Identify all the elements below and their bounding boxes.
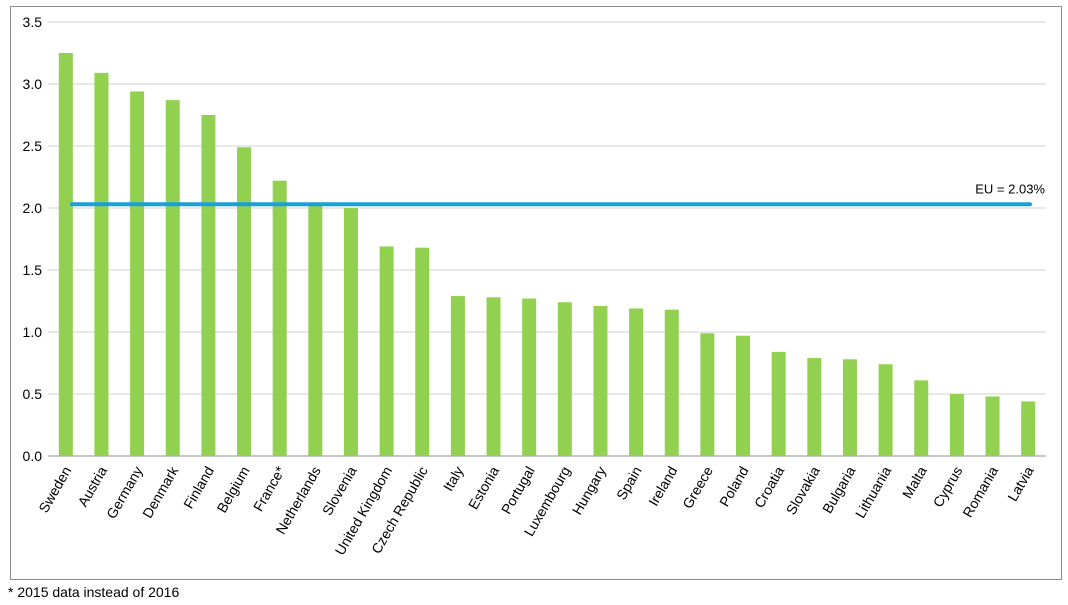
y-tick-label: 1.5 bbox=[23, 262, 43, 278]
bar bbox=[94, 72, 109, 456]
bar bbox=[450, 296, 465, 456]
x-tick-label: Bulgaria bbox=[819, 463, 859, 516]
x-tick-label: Denmark bbox=[139, 463, 182, 521]
bar bbox=[1021, 401, 1036, 456]
x-tick-label: Ireland bbox=[645, 464, 680, 509]
x-tick-label: Finland bbox=[180, 464, 217, 512]
x-tick-label: Portugal bbox=[498, 464, 538, 517]
x-tick-label: Cyprus bbox=[929, 464, 965, 510]
x-axis-labels: Sweden AustriaGermanyDenmarkFinlandBelgiu… bbox=[35, 463, 1037, 558]
bar bbox=[308, 204, 323, 456]
bar bbox=[629, 308, 644, 456]
x-tick-label: Slovakia bbox=[783, 463, 823, 517]
x-tick-label: Latvia bbox=[1004, 463, 1037, 504]
x-tick-label: Sweden bbox=[35, 464, 74, 516]
bar bbox=[415, 247, 430, 456]
y-tick-label: 3.5 bbox=[23, 14, 43, 30]
bar bbox=[237, 147, 252, 457]
bar bbox=[522, 298, 537, 456]
eu-average-line-group: EU = 2.03% bbox=[70, 181, 1045, 207]
x-tick-label: Hungary bbox=[569, 464, 609, 518]
y-tick-label: 1.0 bbox=[23, 324, 43, 340]
y-tick-label: 3.0 bbox=[23, 76, 43, 92]
x-tick-label: Italy bbox=[440, 464, 467, 494]
bar bbox=[130, 91, 145, 456]
x-tick-label: Croatia bbox=[751, 463, 788, 510]
bar bbox=[201, 115, 216, 456]
x-tick-label: Austria bbox=[74, 463, 110, 509]
bar bbox=[58, 53, 73, 456]
bar bbox=[557, 302, 572, 456]
bars bbox=[58, 53, 1036, 457]
footnote: * 2015 data instead of 2016 bbox=[8, 584, 180, 600]
x-tick-label: Romania bbox=[959, 463, 1001, 520]
x-tick-label: Malta bbox=[899, 463, 930, 501]
x-tick-label: Spain bbox=[613, 464, 645, 503]
bar bbox=[914, 380, 929, 456]
bar bbox=[379, 246, 394, 456]
bar bbox=[842, 359, 857, 456]
bar bbox=[736, 335, 751, 456]
chart-frame bbox=[10, 6, 1062, 580]
bar bbox=[343, 208, 358, 456]
bar bbox=[593, 305, 608, 456]
x-tick-label: France* bbox=[250, 463, 289, 514]
bar bbox=[700, 333, 715, 456]
x-tick-label: Greece bbox=[679, 463, 716, 511]
bar bbox=[486, 297, 501, 456]
bar bbox=[664, 309, 679, 456]
x-tick-label: Belgium bbox=[213, 464, 252, 516]
bar bbox=[165, 100, 180, 457]
x-tick-label: Poland bbox=[716, 464, 752, 510]
bar bbox=[878, 364, 893, 456]
x-tick-label: Estonia bbox=[465, 463, 502, 512]
y-axis-ticks: 0.0 0.5 1.0 1.5 2.0 2.5 3.0 3.5 bbox=[23, 14, 43, 464]
y-tick-label: 0.0 bbox=[23, 448, 43, 464]
bar bbox=[949, 394, 964, 456]
y-tick-label: 2.5 bbox=[23, 138, 43, 154]
bar bbox=[272, 180, 287, 456]
y-tick-label: 0.5 bbox=[23, 386, 43, 402]
bar bbox=[807, 358, 822, 456]
eu-average-label: EU = 2.03% bbox=[975, 181, 1045, 196]
y-tick-label: 2.0 bbox=[23, 200, 43, 216]
gridlines bbox=[48, 21, 1046, 457]
bar bbox=[771, 351, 786, 456]
bar bbox=[985, 396, 1000, 456]
